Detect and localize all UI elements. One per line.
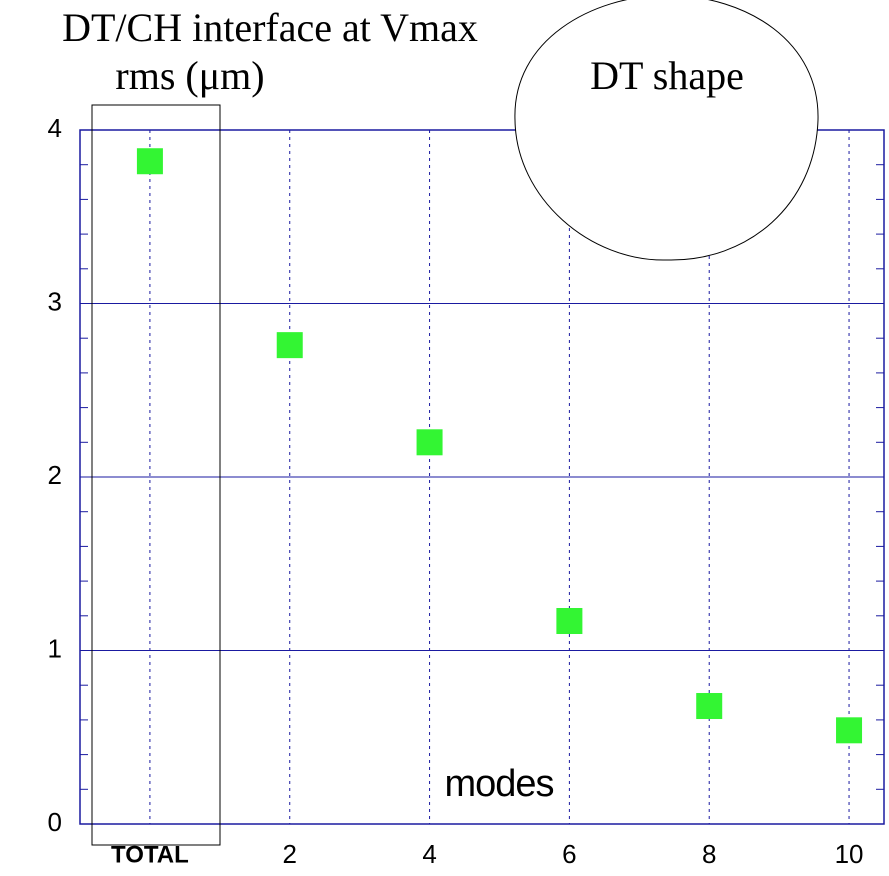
y-tick-label: 0: [48, 807, 62, 837]
y-axis-label: rms (μm): [115, 53, 264, 98]
x-tick-label: 2: [283, 839, 297, 869]
total-box: [91, 104, 221, 846]
plot-frame: [79, 129, 885, 825]
x-tick-label: TOTAL: [111, 841, 189, 868]
x-axis-label: modes: [444, 763, 553, 805]
x-tick-label: 10: [835, 839, 864, 869]
marker: [836, 717, 863, 744]
marker: [556, 608, 583, 635]
marker: [416, 429, 443, 456]
x-tick-label: 8: [702, 839, 716, 869]
y-tick-label: 4: [48, 113, 62, 143]
marker: [696, 693, 723, 720]
x-tick-label: 6: [562, 839, 576, 869]
y-tick-label: 3: [48, 286, 62, 316]
y-tick-label: 1: [48, 633, 62, 663]
marker: [276, 332, 303, 359]
chart-title: DT/CH interface at Vmax: [62, 5, 478, 50]
marker: [136, 148, 163, 175]
x-tick-label: 4: [422, 839, 436, 869]
annotation: DT shape: [590, 53, 744, 98]
dt-shape: [514, 0, 819, 261]
y-tick-label: 2: [48, 460, 62, 490]
